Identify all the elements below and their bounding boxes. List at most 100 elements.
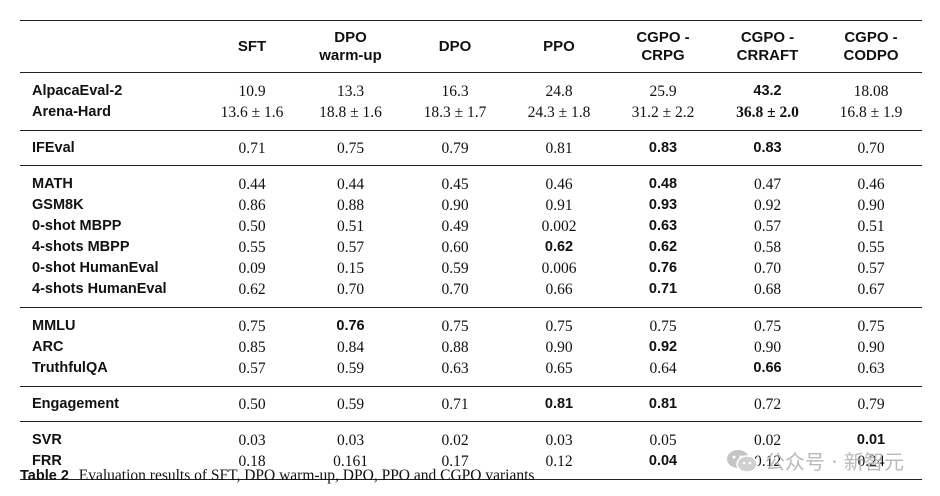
table-cell: 25.9 <box>649 83 677 100</box>
table-cell: 0.03 <box>545 432 573 449</box>
table-cell: 0.57 <box>238 360 266 377</box>
table-cell: 0.70 <box>336 281 365 298</box>
table-cell: 0.67 <box>857 281 885 298</box>
header-line1: CGPO - <box>844 28 898 46</box>
table-cell: 0.62 <box>544 239 574 255</box>
table-cell: 0.63 <box>857 360 885 377</box>
table-cell: 18.8 ± 1.6 <box>319 104 382 121</box>
table-caption: Table 2 Evaluation results of SFT, DPO w… <box>20 467 534 485</box>
header-line1: PPO <box>543 37 575 55</box>
table-cell: 0.002 <box>541 218 577 235</box>
table-cell: 0.66 <box>753 360 782 376</box>
table-row: 0-shot HumanEval 0.09 0.15 0.59 0.006 0.76 0.7… <box>20 258 922 279</box>
table-cell: 0.44 <box>336 176 365 193</box>
table-cell: 31.2 ± 2.2 <box>631 104 695 121</box>
header-line2: CODPO <box>843 46 899 64</box>
table-cell: 0.46 <box>857 176 885 193</box>
table-cell: 16.3 <box>441 83 469 100</box>
row-label: MATH <box>32 176 73 192</box>
table-cell: 0.57 <box>336 239 365 256</box>
table-cell: 0.51 <box>336 218 365 235</box>
table-cell: 0.03 <box>238 432 266 449</box>
header-line1: CGPO - <box>740 28 795 46</box>
table-cell: 24.3 ± 1.8 <box>527 104 591 121</box>
table-cell: 24.8 <box>545 83 573 100</box>
header-line1: CGPO - <box>636 28 690 46</box>
row-group: SVR 0.03 0.03 0.02 0.03 0.05 0.02 0.01 FRR 0.18 0.… <box>20 422 922 480</box>
header-cell: CGPO - CRRAFT <box>715 21 820 73</box>
table-cell: 0.71 <box>648 281 678 297</box>
table-cell: 36.8 ± 2.0 <box>736 104 799 121</box>
table-row: 0-shot MBPP 0.50 0.51 0.49 0.002 0.63 0.57 0.51 <box>20 216 922 237</box>
row-label: 4-shots MBPP <box>32 239 130 255</box>
table-cell: 0.01 <box>856 432 886 448</box>
table-cell: 0.03 <box>336 432 365 449</box>
caption-text: Evaluation results of SFT, DPO warm-up, … <box>78 467 535 484</box>
table-cell: 0.88 <box>441 339 469 356</box>
row-label: Arena-Hard <box>32 104 111 120</box>
table-cell: 0.48 <box>648 176 678 192</box>
table-cell: 0.88 <box>336 197 365 214</box>
table-row: 4-shots MBPP 0.55 0.57 0.60 0.62 0.62 0.58 0.55 <box>20 237 922 258</box>
row-group: MATH 0.44 0.44 0.45 0.46 0.48 0.47 0.46 GSM8K 0.8… <box>20 166 922 308</box>
header-line1: DPO <box>334 28 367 46</box>
table-cell: 0.90 <box>441 197 469 214</box>
table-cell: 0.17 <box>441 453 469 470</box>
table-row: GSM8K 0.86 0.88 0.90 0.91 0.93 0.92 0.90 <box>20 195 922 216</box>
header-cell-blank <box>20 21 206 73</box>
table-cell: 0.79 <box>441 140 469 157</box>
header-cell: CGPO - CODPO <box>820 21 922 73</box>
header-line1: SFT <box>237 37 267 55</box>
row-group: AlpacaEval-2 10.9 13.3 16.3 24.8 25.9 43.2 18.0… <box>20 73 922 131</box>
row-group: MMLU 0.75 0.76 0.75 0.75 0.75 0.75 0.75 ARC 0.85 0… <box>20 308 922 387</box>
row-label: ARC <box>32 339 64 355</box>
table-cell: 0.57 <box>753 218 782 235</box>
table-cell: 0.60 <box>441 239 469 256</box>
table-cell: 0.50 <box>238 396 266 413</box>
row-label: 0-shot HumanEval <box>32 260 159 276</box>
table-cell: 0.91 <box>545 197 573 214</box>
table-cell: 0.90 <box>545 339 573 356</box>
header-line1: DPO <box>438 37 472 55</box>
table-cell: 0.63 <box>648 218 678 234</box>
table-cell: 0.92 <box>753 197 782 214</box>
table-cell: 0.75 <box>753 318 782 335</box>
table-cell: 0.05 <box>649 432 677 449</box>
row-label: GSM8K <box>32 197 84 213</box>
table-row: MMLU 0.75 0.76 0.75 0.75 0.75 0.75 0.75 <box>20 308 922 338</box>
wechat-icon <box>726 449 758 473</box>
table-cell: 0.75 <box>336 140 365 157</box>
table-row: ARC 0.85 0.84 0.88 0.90 0.92 0.90 0.90 <box>20 337 922 358</box>
table-cell: 0.75 <box>441 318 469 335</box>
header-cell: DPO <box>403 21 507 73</box>
table-cell: 0.55 <box>238 239 266 256</box>
table-cell: 0.81 <box>544 396 574 412</box>
header-line2: CRRAFT <box>736 46 799 64</box>
table-cell: 0.83 <box>753 140 782 156</box>
header-line2: warm-up <box>319 46 382 64</box>
table-cell: 0.46 <box>545 176 573 193</box>
table-cell: 0.161 <box>333 453 368 470</box>
table-cell: 0.70 <box>753 260 782 277</box>
results-table: SFT DPO warm-up DPO PPO CGPO - CRPG CGPO - CRRAF… <box>20 20 922 480</box>
table-cell: 0.57 <box>857 260 885 277</box>
header-cell: PPO <box>507 21 611 73</box>
table-cell: 0.04 <box>648 453 678 469</box>
table-cell: 0.24 <box>857 453 885 470</box>
table-cell: 0.50 <box>238 218 266 235</box>
table-row: Engagement 0.50 0.59 0.71 0.81 0.81 0.72 0.79 <box>20 387 922 422</box>
row-label: TruthfulQA <box>32 360 108 376</box>
table-cell: 0.55 <box>857 239 885 256</box>
watermark: 公众号 · 新智元 <box>725 446 904 475</box>
table-cell: 0.65 <box>545 360 573 377</box>
row-label: IFEval <box>32 140 75 156</box>
header-cell: CGPO - CRPG <box>611 21 715 73</box>
table-cell: 0.90 <box>857 339 885 356</box>
table-cell: 0.15 <box>336 260 365 277</box>
table-cell: 0.66 <box>545 281 573 298</box>
watermark-text: 公众号 · 新智元 <box>764 450 904 474</box>
row-group: Engagement 0.50 0.59 0.71 0.81 0.81 0.72 0.79 <box>20 387 922 422</box>
table-cell: 0.79 <box>857 396 885 413</box>
row-label: MMLU <box>32 318 76 334</box>
row-label: 4-shots HumanEval <box>32 281 167 297</box>
